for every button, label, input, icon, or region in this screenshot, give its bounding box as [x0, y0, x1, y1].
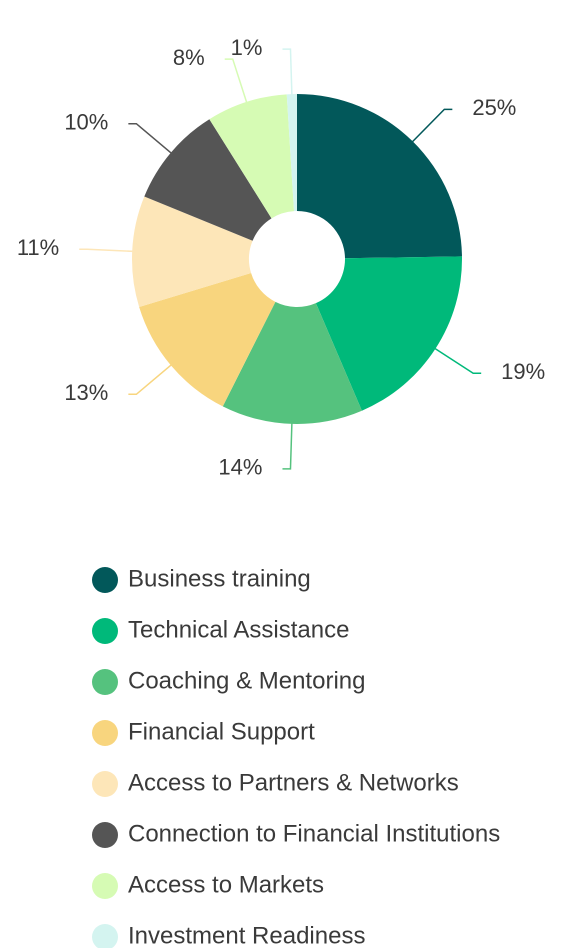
legend-swatch — [92, 720, 118, 746]
legend-label: Investment Readiness — [128, 922, 365, 948]
legend-swatch — [92, 822, 118, 848]
leader-line — [431, 345, 482, 375]
legend-label: Access to Partners & Networks — [128, 769, 459, 796]
legend-label: Financial Support — [128, 718, 315, 745]
donut-segment — [132, 196, 253, 308]
leader-line — [224, 58, 249, 106]
donut-segment — [144, 119, 272, 241]
donut-segment — [222, 301, 362, 424]
leader-line — [282, 419, 293, 470]
legend-label: Access to Markets — [128, 871, 324, 898]
leader-line — [128, 362, 175, 396]
legend-label: Coaching & Mentoring — [128, 667, 365, 694]
legend-label: Technical Assistance — [128, 616, 349, 643]
donut-segment — [209, 94, 295, 219]
value-label: 14% — [218, 455, 262, 480]
leader-line — [128, 122, 175, 156]
donut-segment — [139, 272, 276, 407]
value-label: 11% — [17, 235, 59, 260]
value-label: 25% — [472, 95, 516, 120]
value-label: 19% — [501, 359, 545, 384]
legend-swatch — [92, 669, 118, 695]
value-label: 8% — [173, 45, 205, 70]
legend-swatch — [92, 924, 118, 948]
donut-segment — [286, 94, 297, 212]
leader-line — [79, 248, 137, 253]
legend-label: Connection to Financial Institutions — [128, 820, 500, 847]
leader-line — [409, 108, 453, 145]
value-label: 10% — [64, 110, 108, 135]
legend-swatch — [92, 618, 118, 644]
leader-line — [282, 48, 293, 99]
legend-swatch — [92, 873, 118, 899]
value-label: 1% — [231, 35, 263, 60]
legend-swatch — [92, 567, 118, 593]
donut-segment — [315, 256, 462, 411]
legend-swatch — [92, 771, 118, 797]
value-label: 13% — [64, 380, 108, 405]
legend-label: Business training — [128, 565, 311, 592]
donut-segment — [297, 94, 462, 259]
